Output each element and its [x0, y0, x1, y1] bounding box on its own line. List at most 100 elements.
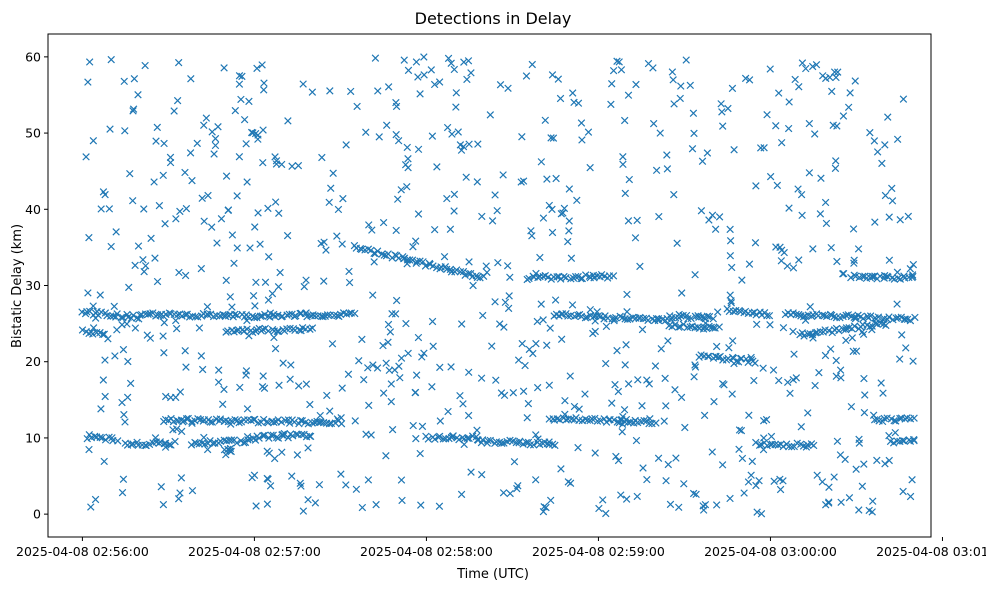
data-point — [238, 72, 246, 81]
data-point — [382, 121, 391, 129]
data-point — [286, 375, 294, 383]
data-point — [593, 417, 602, 425]
data-point — [101, 190, 109, 199]
data-point — [681, 423, 689, 432]
data-point — [140, 205, 148, 213]
data-point — [806, 303, 814, 311]
data-point — [244, 436, 252, 444]
data-point — [263, 474, 271, 483]
data-point — [419, 258, 427, 266]
data-point — [816, 327, 825, 336]
data-point — [675, 503, 683, 512]
data-point — [571, 272, 580, 281]
data-point — [104, 335, 112, 343]
data-point — [287, 361, 295, 369]
data-point — [878, 159, 886, 168]
data-point — [860, 460, 868, 468]
data-point — [85, 430, 94, 439]
data-point — [392, 226, 400, 235]
data-point — [498, 439, 506, 447]
data-point — [772, 122, 780, 130]
data-point — [649, 64, 657, 72]
data-point — [416, 449, 424, 458]
data-point — [467, 69, 475, 77]
data-point — [153, 123, 162, 132]
data-point — [100, 330, 109, 338]
data-point — [123, 320, 131, 328]
data-point — [450, 65, 459, 74]
data-point — [500, 391, 509, 400]
data-point — [668, 68, 677, 76]
data-point — [496, 81, 505, 89]
data-point — [388, 310, 396, 318]
data-point — [726, 494, 734, 503]
data-point — [473, 273, 482, 282]
data-point — [718, 379, 727, 388]
data-point — [457, 320, 466, 328]
data-point — [448, 130, 456, 138]
data-point — [740, 489, 748, 497]
data-point — [528, 60, 537, 69]
data-point — [506, 273, 514, 282]
data-point — [392, 130, 400, 139]
data-point — [623, 308, 631, 316]
data-point — [400, 56, 408, 64]
data-point — [501, 298, 510, 307]
data-point — [654, 315, 663, 323]
data-point — [519, 387, 528, 395]
data-point — [835, 326, 843, 335]
data-point — [250, 313, 259, 322]
data-point — [237, 95, 245, 104]
data-point — [622, 495, 631, 503]
data-point — [760, 434, 768, 442]
data-point — [718, 122, 727, 130]
data-point — [387, 397, 396, 406]
data-point — [624, 217, 633, 225]
data-point — [673, 239, 681, 247]
data-point — [264, 327, 273, 335]
data-point — [868, 272, 876, 281]
data-point — [141, 61, 149, 70]
data-point — [394, 136, 403, 145]
data-point — [775, 376, 783, 385]
data-point — [112, 228, 120, 236]
data-point — [622, 340, 630, 349]
data-point — [900, 315, 909, 323]
data-point — [783, 378, 792, 387]
data-point — [417, 501, 425, 509]
data-point — [397, 186, 405, 194]
data-point — [251, 302, 259, 310]
data-point — [304, 444, 312, 452]
data-point — [891, 428, 899, 437]
data-point — [454, 128, 462, 136]
data-point — [624, 91, 633, 99]
data-point — [396, 373, 404, 382]
data-point — [435, 502, 444, 510]
data-point — [619, 160, 627, 169]
data-point — [738, 276, 746, 284]
data-point — [188, 486, 197, 495]
data-point — [700, 313, 708, 322]
data-point — [160, 349, 168, 357]
data-point — [852, 465, 860, 473]
data-point — [753, 508, 761, 516]
data-point — [701, 500, 710, 509]
data-point — [725, 344, 733, 352]
data-point — [880, 414, 888, 423]
data-point — [123, 393, 132, 402]
data-point — [662, 402, 670, 410]
data-point — [543, 341, 551, 349]
data-point — [766, 172, 775, 181]
data-point — [264, 253, 273, 261]
data-point — [618, 420, 627, 428]
data-point — [411, 388, 419, 397]
data-point — [586, 163, 594, 172]
data-point — [169, 426, 177, 434]
data-point — [885, 213, 893, 221]
data-point — [521, 361, 529, 370]
data-point — [192, 439, 201, 448]
data-point — [556, 275, 565, 283]
data-point — [465, 258, 473, 266]
data-point — [506, 436, 514, 445]
